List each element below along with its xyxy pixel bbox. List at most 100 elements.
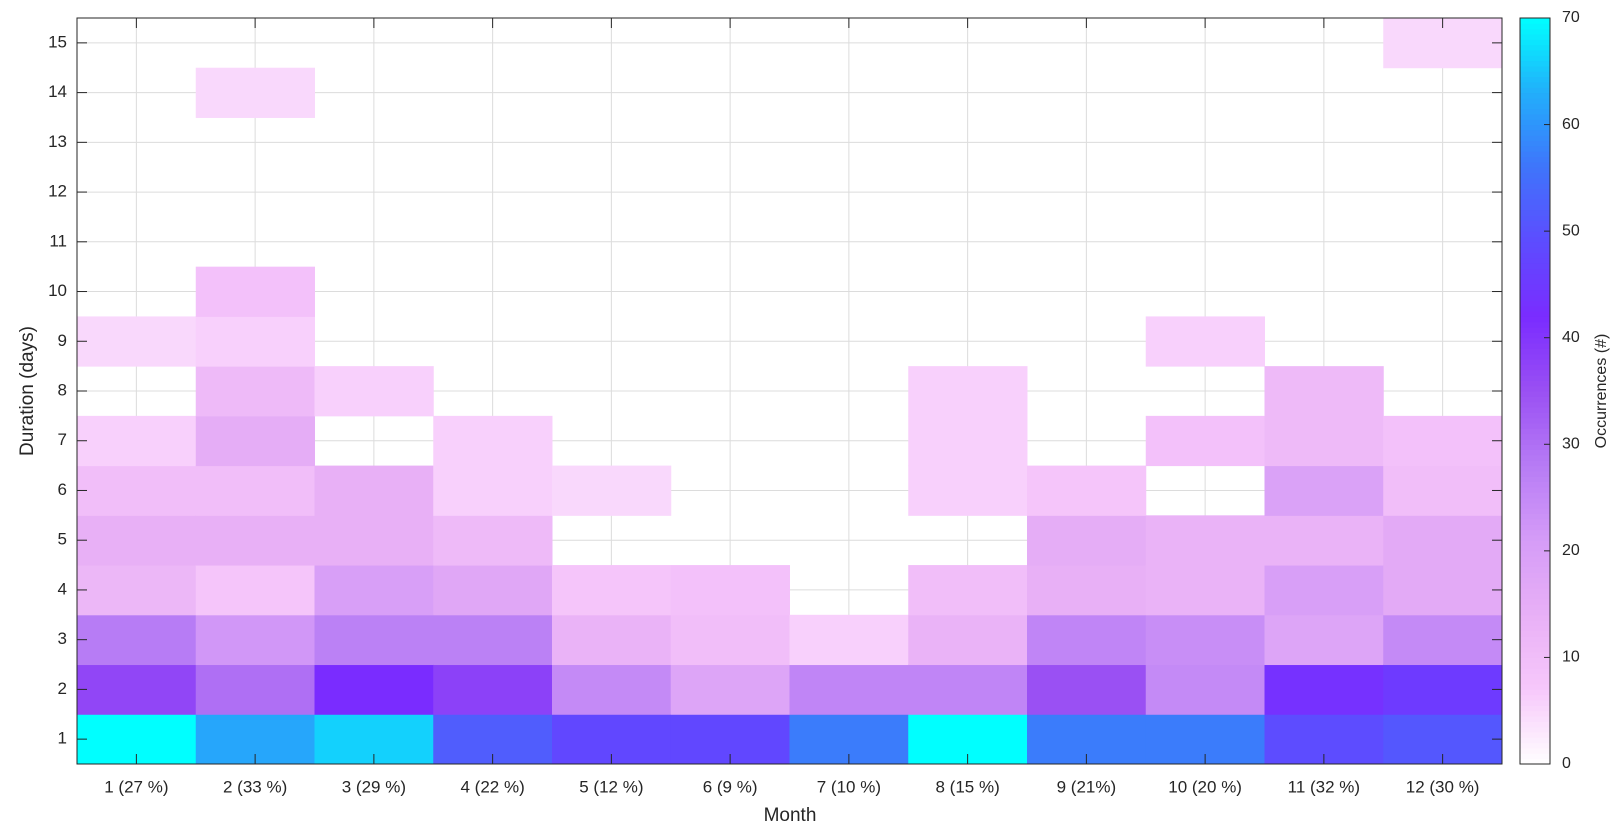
heatmap-cell	[433, 515, 553, 566]
heatmap-cell	[670, 614, 790, 666]
colorbar-swatch	[1520, 625, 1550, 632]
colorbar-swatch	[1520, 609, 1550, 616]
heatmap-cell	[314, 515, 434, 566]
x-tick-label: 6 (9 %)	[703, 777, 758, 796]
colorbar-swatch	[1520, 657, 1550, 664]
colorbar-swatch	[1520, 716, 1550, 722]
heatmap-cell	[433, 614, 553, 666]
heatmap-cell	[433, 465, 553, 516]
colorbar-swatch	[1520, 252, 1550, 259]
colorbar-swatch	[1520, 321, 1550, 328]
colorbar-swatch	[1520, 33, 1550, 40]
colorbar-tick-label: 60	[1562, 116, 1580, 133]
colorbar-swatch	[1520, 353, 1550, 360]
heatmap-cell	[77, 664, 197, 715]
colorbar-swatch	[1520, 204, 1550, 211]
colorbar-swatch	[1520, 561, 1550, 568]
colorbar-swatch	[1520, 113, 1550, 120]
colorbar-swatch	[1520, 289, 1550, 296]
heatmap-cell	[908, 415, 1028, 467]
colorbar-swatch	[1520, 161, 1550, 168]
colorbar-swatch	[1520, 630, 1550, 637]
heatmap-cell	[314, 614, 434, 666]
heatmap-cell	[1027, 565, 1147, 616]
colorbar-swatch	[1520, 188, 1550, 195]
heatmap-cell	[195, 67, 315, 118]
colorbar-swatch	[1520, 577, 1550, 584]
colorbar-swatch	[1520, 97, 1550, 104]
colorbar-swatch	[1520, 44, 1550, 51]
heatmap-cell	[908, 565, 1028, 616]
x-tick-label: 9 (21%)	[1057, 777, 1117, 796]
colorbar-swatch	[1520, 225, 1550, 232]
colorbar-swatch	[1520, 284, 1550, 291]
colorbar-swatch	[1520, 694, 1550, 701]
colorbar-swatch	[1520, 705, 1550, 712]
colorbar-swatch	[1520, 311, 1550, 317]
heatmap-cell	[195, 614, 315, 666]
colorbar-swatch	[1520, 689, 1550, 696]
colorbar-swatch	[1520, 140, 1550, 147]
colorbar-swatch	[1520, 540, 1550, 547]
heatmap-cell	[1145, 614, 1265, 666]
colorbar-swatch	[1520, 257, 1550, 264]
y-axis-label: Duration (days)	[17, 326, 38, 456]
heatmap-cell	[195, 266, 315, 317]
heatmap-cell	[195, 316, 315, 367]
colorbar-swatch	[1520, 444, 1550, 451]
colorbar-swatch	[1520, 135, 1550, 142]
colorbar-swatch	[1520, 604, 1550, 610]
colorbar-swatch	[1520, 758, 1550, 765]
heatmap-cell	[1264, 565, 1384, 616]
colorbar-swatch	[1520, 343, 1550, 349]
colorbar-swatch	[1520, 566, 1550, 573]
colorbar-swatch	[1520, 460, 1550, 467]
heatmap-cell	[1264, 465, 1384, 516]
colorbar-swatch	[1520, 721, 1550, 728]
colorbar-tick-label: 10	[1562, 649, 1580, 666]
colorbar-swatch	[1520, 406, 1550, 413]
heatmap-cell	[314, 366, 434, 417]
colorbar-swatch	[1520, 268, 1550, 275]
colorbar-swatch	[1520, 481, 1550, 488]
heatmap-cell	[552, 614, 672, 666]
colorbar-swatch	[1520, 433, 1550, 440]
colorbar-swatch	[1520, 428, 1550, 435]
colorbar-swatch	[1520, 199, 1550, 205]
colorbar-swatch	[1520, 55, 1550, 62]
y-tick-label: 10	[48, 281, 67, 300]
colorbar-swatch	[1520, 684, 1550, 690]
y-tick-label: 7	[58, 430, 67, 449]
colorbar-swatch	[1520, 172, 1550, 179]
colorbar-swatch	[1520, 167, 1550, 174]
colorbar-swatch	[1520, 508, 1550, 515]
colorbar-swatch	[1520, 422, 1550, 429]
y-tick-label: 6	[58, 480, 67, 499]
colorbar-tick-label: 40	[1562, 329, 1580, 346]
colorbar-swatch	[1520, 369, 1550, 376]
colorbar-swatch	[1520, 534, 1550, 541]
heatmap-cell	[552, 664, 672, 715]
colorbar-swatch	[1520, 518, 1550, 525]
colorbar-swatch	[1520, 124, 1550, 131]
heatmap-cell	[1027, 614, 1147, 666]
colorbar-swatch	[1520, 497, 1550, 504]
colorbar-swatch	[1520, 71, 1550, 78]
colorbar-swatch	[1520, 502, 1550, 509]
colorbar-swatch	[1520, 753, 1550, 760]
colorbar-swatch	[1520, 742, 1550, 749]
heatmap-cell	[1264, 614, 1384, 666]
colorbar-swatch	[1520, 396, 1550, 403]
x-tick-label: 1 (27 %)	[104, 777, 168, 796]
colorbar-swatch	[1520, 593, 1550, 600]
heatmap-cell	[1264, 366, 1384, 417]
x-axis-label: Month	[764, 805, 817, 826]
colorbar-swatch	[1520, 295, 1550, 301]
y-tick-label: 12	[48, 182, 67, 201]
colorbar-swatch	[1520, 263, 1550, 269]
colorbar-swatch	[1520, 380, 1550, 387]
colorbar-swatch	[1520, 449, 1550, 456]
colorbar-swatch	[1520, 620, 1550, 626]
colorbar-swatch	[1520, 279, 1550, 285]
